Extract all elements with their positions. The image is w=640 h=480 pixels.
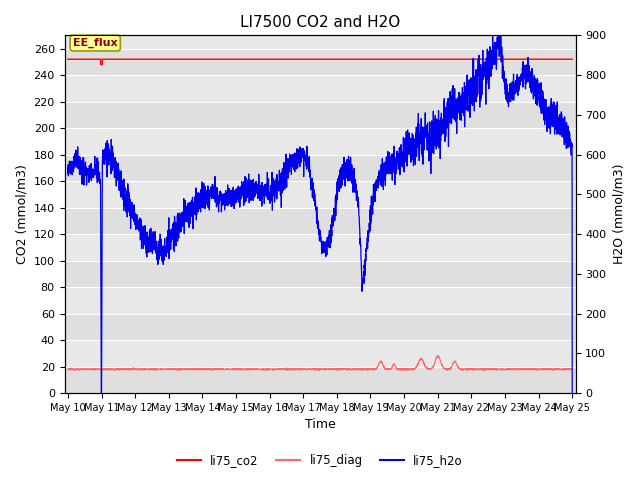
Bar [65,208,575,234]
Text: EE_flux: EE_flux [73,38,118,48]
Bar [65,367,575,393]
Bar [65,102,575,128]
Y-axis label: H2O (mmol/m3): H2O (mmol/m3) [612,164,625,264]
Y-axis label: CO2 (mmol/m3): CO2 (mmol/m3) [15,164,28,264]
Bar [65,261,575,287]
Bar [65,155,575,181]
Title: LI7500 CO2 and H2O: LI7500 CO2 and H2O [240,15,400,30]
Bar [65,48,575,75]
Legend: li75_co2, li75_diag, li75_h2o: li75_co2, li75_diag, li75_h2o [172,449,468,472]
Bar [65,313,575,340]
X-axis label: Time: Time [305,419,335,432]
